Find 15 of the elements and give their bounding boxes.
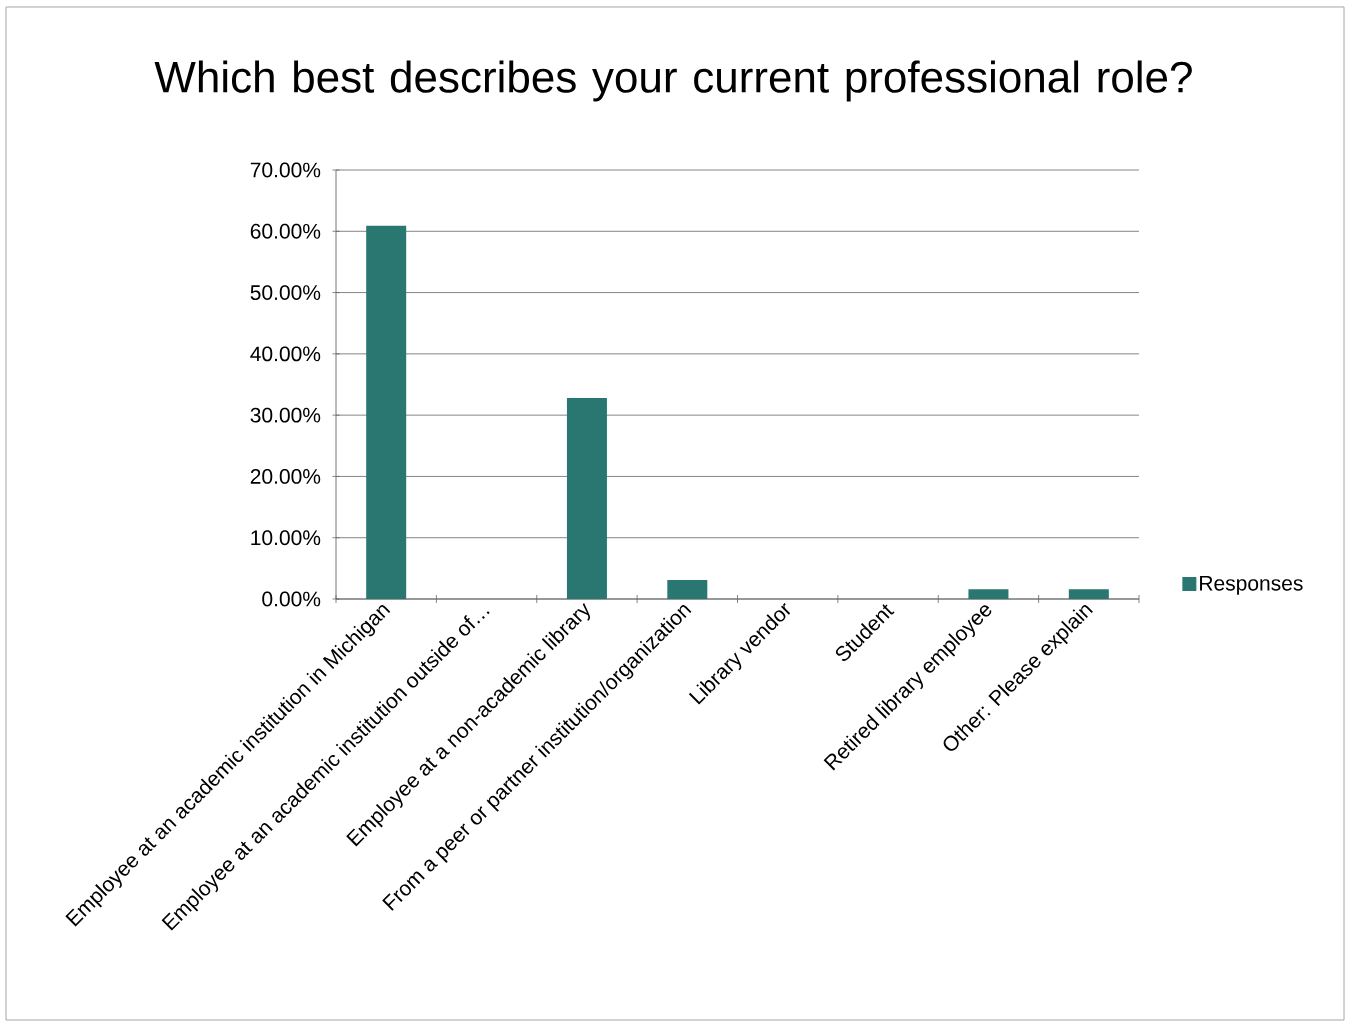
bar [667, 580, 708, 599]
y-tick-label: 40.00% [250, 346, 321, 362]
legend-label: Responses [1200, 576, 1303, 595]
bar [566, 397, 607, 599]
y-tick-label: 30.00% [250, 407, 321, 423]
y-tick-label: 70.00% [250, 162, 321, 178]
y-tick-label: 50.00% [250, 285, 321, 301]
chart-title: Which best describes your current professional role? [154, 60, 1192, 102]
bar [366, 225, 407, 599]
y-tick-label: 10.00% [251, 530, 321, 546]
bar [1068, 589, 1109, 599]
y-tick-label: 20.00% [250, 469, 321, 484]
y-tick-label: 60.00% [250, 223, 321, 239]
y-tick-label: 0.00% [262, 591, 321, 607]
bar [968, 589, 1009, 599]
